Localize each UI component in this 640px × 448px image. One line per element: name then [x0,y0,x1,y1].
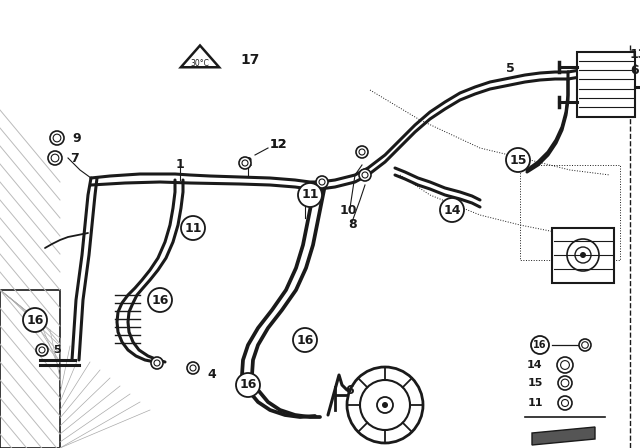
Bar [0,290,60,448]
Text: 13: 13 [630,48,640,61]
Circle shape [187,362,199,374]
Text: 1: 1 [175,159,184,172]
Text: 16: 16 [239,379,257,392]
Circle shape [316,176,328,188]
Text: 5: 5 [506,61,515,74]
Text: 14: 14 [527,360,543,370]
Circle shape [359,169,371,181]
Text: 4: 4 [207,369,216,382]
Text: 15: 15 [509,154,527,167]
Circle shape [50,131,64,145]
Circle shape [36,344,48,356]
Text: 30°C: 30°C [191,59,209,68]
Text: 12: 12 [270,138,287,151]
Text: 2: 2 [244,155,252,168]
Circle shape [531,336,549,354]
Text: 9: 9 [72,132,81,145]
Text: 15: 15 [527,378,543,388]
Circle shape [23,308,47,332]
Circle shape [356,146,368,158]
Circle shape [181,216,205,240]
Circle shape [382,402,388,408]
Text: 16: 16 [151,293,169,306]
Circle shape [298,183,322,207]
Polygon shape [532,427,595,445]
Text: 16: 16 [296,333,314,346]
Text: 11: 11 [184,221,202,234]
Text: 14: 14 [444,203,461,216]
Text: 17: 17 [240,53,259,67]
Circle shape [239,157,251,169]
Text: 6: 6 [630,64,639,77]
Circle shape [293,328,317,352]
Text: 16: 16 [26,314,44,327]
Polygon shape [181,46,219,67]
Circle shape [236,373,260,397]
Circle shape [48,151,62,165]
Circle shape [580,252,586,258]
Circle shape [558,396,572,410]
Text: 11: 11 [301,189,319,202]
Text: 5: 5 [53,345,61,355]
Bar [577,52,635,117]
Circle shape [347,367,423,443]
Circle shape [440,198,464,222]
Text: 11: 11 [527,398,543,408]
Text: 8: 8 [348,219,356,232]
Circle shape [506,148,530,172]
Bar [552,228,614,283]
Circle shape [558,376,572,390]
Circle shape [151,357,163,369]
Circle shape [557,357,573,373]
Circle shape [579,339,591,351]
Text: 3: 3 [301,195,309,208]
Text: 12: 12 [270,138,287,151]
Text: 7: 7 [70,151,79,164]
Text: 16: 16 [533,340,547,350]
Text: 6: 6 [346,383,355,396]
Text: 10: 10 [340,203,358,216]
Circle shape [148,288,172,312]
